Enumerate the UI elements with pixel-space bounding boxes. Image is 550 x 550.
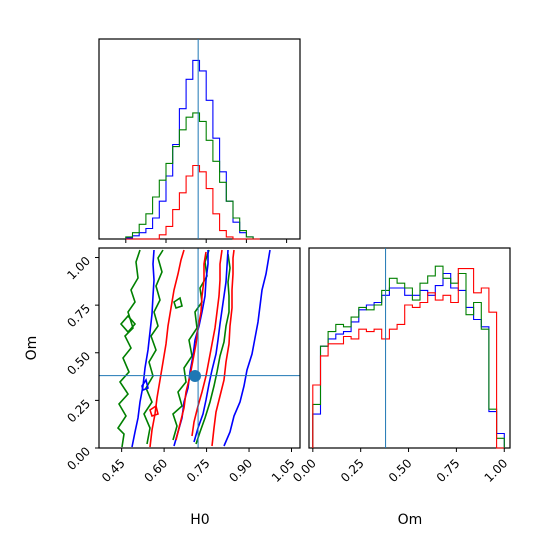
red-contour-island	[149, 404, 159, 418]
joint-frame	[98, 247, 301, 449]
green-contour-island	[119, 314, 137, 334]
om-marginal-panel: 0.00 0.25 0.50 0.75 1.00 Om	[290, 247, 511, 528]
joint-y-ticks: 0.00 0.25 0.50 0.75 1.00	[64, 254, 99, 473]
red-contour-inner-left	[175, 251, 207, 441]
green-contour-inner-left	[143, 249, 164, 445]
om-marginal-x-tick-label: 1.00	[482, 456, 511, 485]
green-contour-outer-right	[195, 253, 231, 445]
x-axis-label-om: Om	[398, 512, 423, 528]
omhist-series-series-2	[312, 268, 505, 449]
omhist-series-series-1	[312, 265, 505, 448]
omhist-series-series-0	[312, 272, 505, 448]
y-axis-label-om: Om	[24, 336, 40, 361]
joint-x-tick-label: 0.60	[141, 456, 170, 485]
h0-marginal-frame	[98, 38, 301, 240]
blue-contour-outer-left	[131, 249, 155, 448]
x-axis-label-h0: H0	[190, 512, 209, 528]
joint-x-tick-label: 0.45	[99, 456, 128, 485]
joint-y-tick-label: 1.00	[64, 254, 93, 283]
om-marginal-x-tick-label: 0.25	[338, 456, 367, 485]
h0hist-series-series-2	[125, 164, 260, 240]
h0-marginal-ticks	[125, 239, 288, 243]
joint-x-tick-label: 0.90	[226, 456, 255, 485]
om-marginal-x-tick-label: 0.50	[386, 456, 415, 485]
h0-marginal-series	[125, 59, 260, 240]
om-marginal-x-tick-label: 0.00	[290, 456, 319, 485]
blue-contour-inner-right	[193, 249, 229, 443]
om-marginal-frame	[308, 247, 511, 449]
blue-contour-island	[141, 378, 149, 392]
joint-y-tick-label: 0.75	[64, 301, 93, 330]
red-contour-outer-left	[149, 249, 185, 448]
blue-contour-outer-right	[223, 249, 271, 447]
h0hist-series-series-1	[125, 112, 260, 240]
om-marginal-x-ticks: 0.00 0.25 0.50 0.75 1.00	[290, 448, 510, 485]
green-contour-blob	[173, 296, 183, 310]
green-contour-outer-left	[116, 249, 141, 448]
h0-om-joint-panel: 0.45 0.60 0.75 0.90 1.05 0.000.250.500.751.0…	[24, 247, 301, 528]
joint-y-tick-label: 0.25	[64, 397, 93, 426]
h0hist-series-series-0	[125, 59, 260, 240]
joint-contours	[116, 249, 271, 448]
joint-x-tick-label: 0.75	[184, 456, 213, 485]
joint-x-ticks: 0.45 0.60 0.75 0.90 1.05	[99, 448, 298, 485]
joint-y-tick-label: 0.50	[64, 349, 93, 378]
h0-marginal-panel	[98, 38, 301, 243]
om-marginal-x-tick-label: 0.75	[434, 456, 463, 485]
red-contour-outer-right	[211, 249, 235, 447]
green-contours	[116, 249, 231, 448]
joint-y-tick-label: 0.00	[64, 444, 93, 473]
blue-contours	[131, 249, 271, 448]
om-marginal-series	[312, 265, 505, 449]
